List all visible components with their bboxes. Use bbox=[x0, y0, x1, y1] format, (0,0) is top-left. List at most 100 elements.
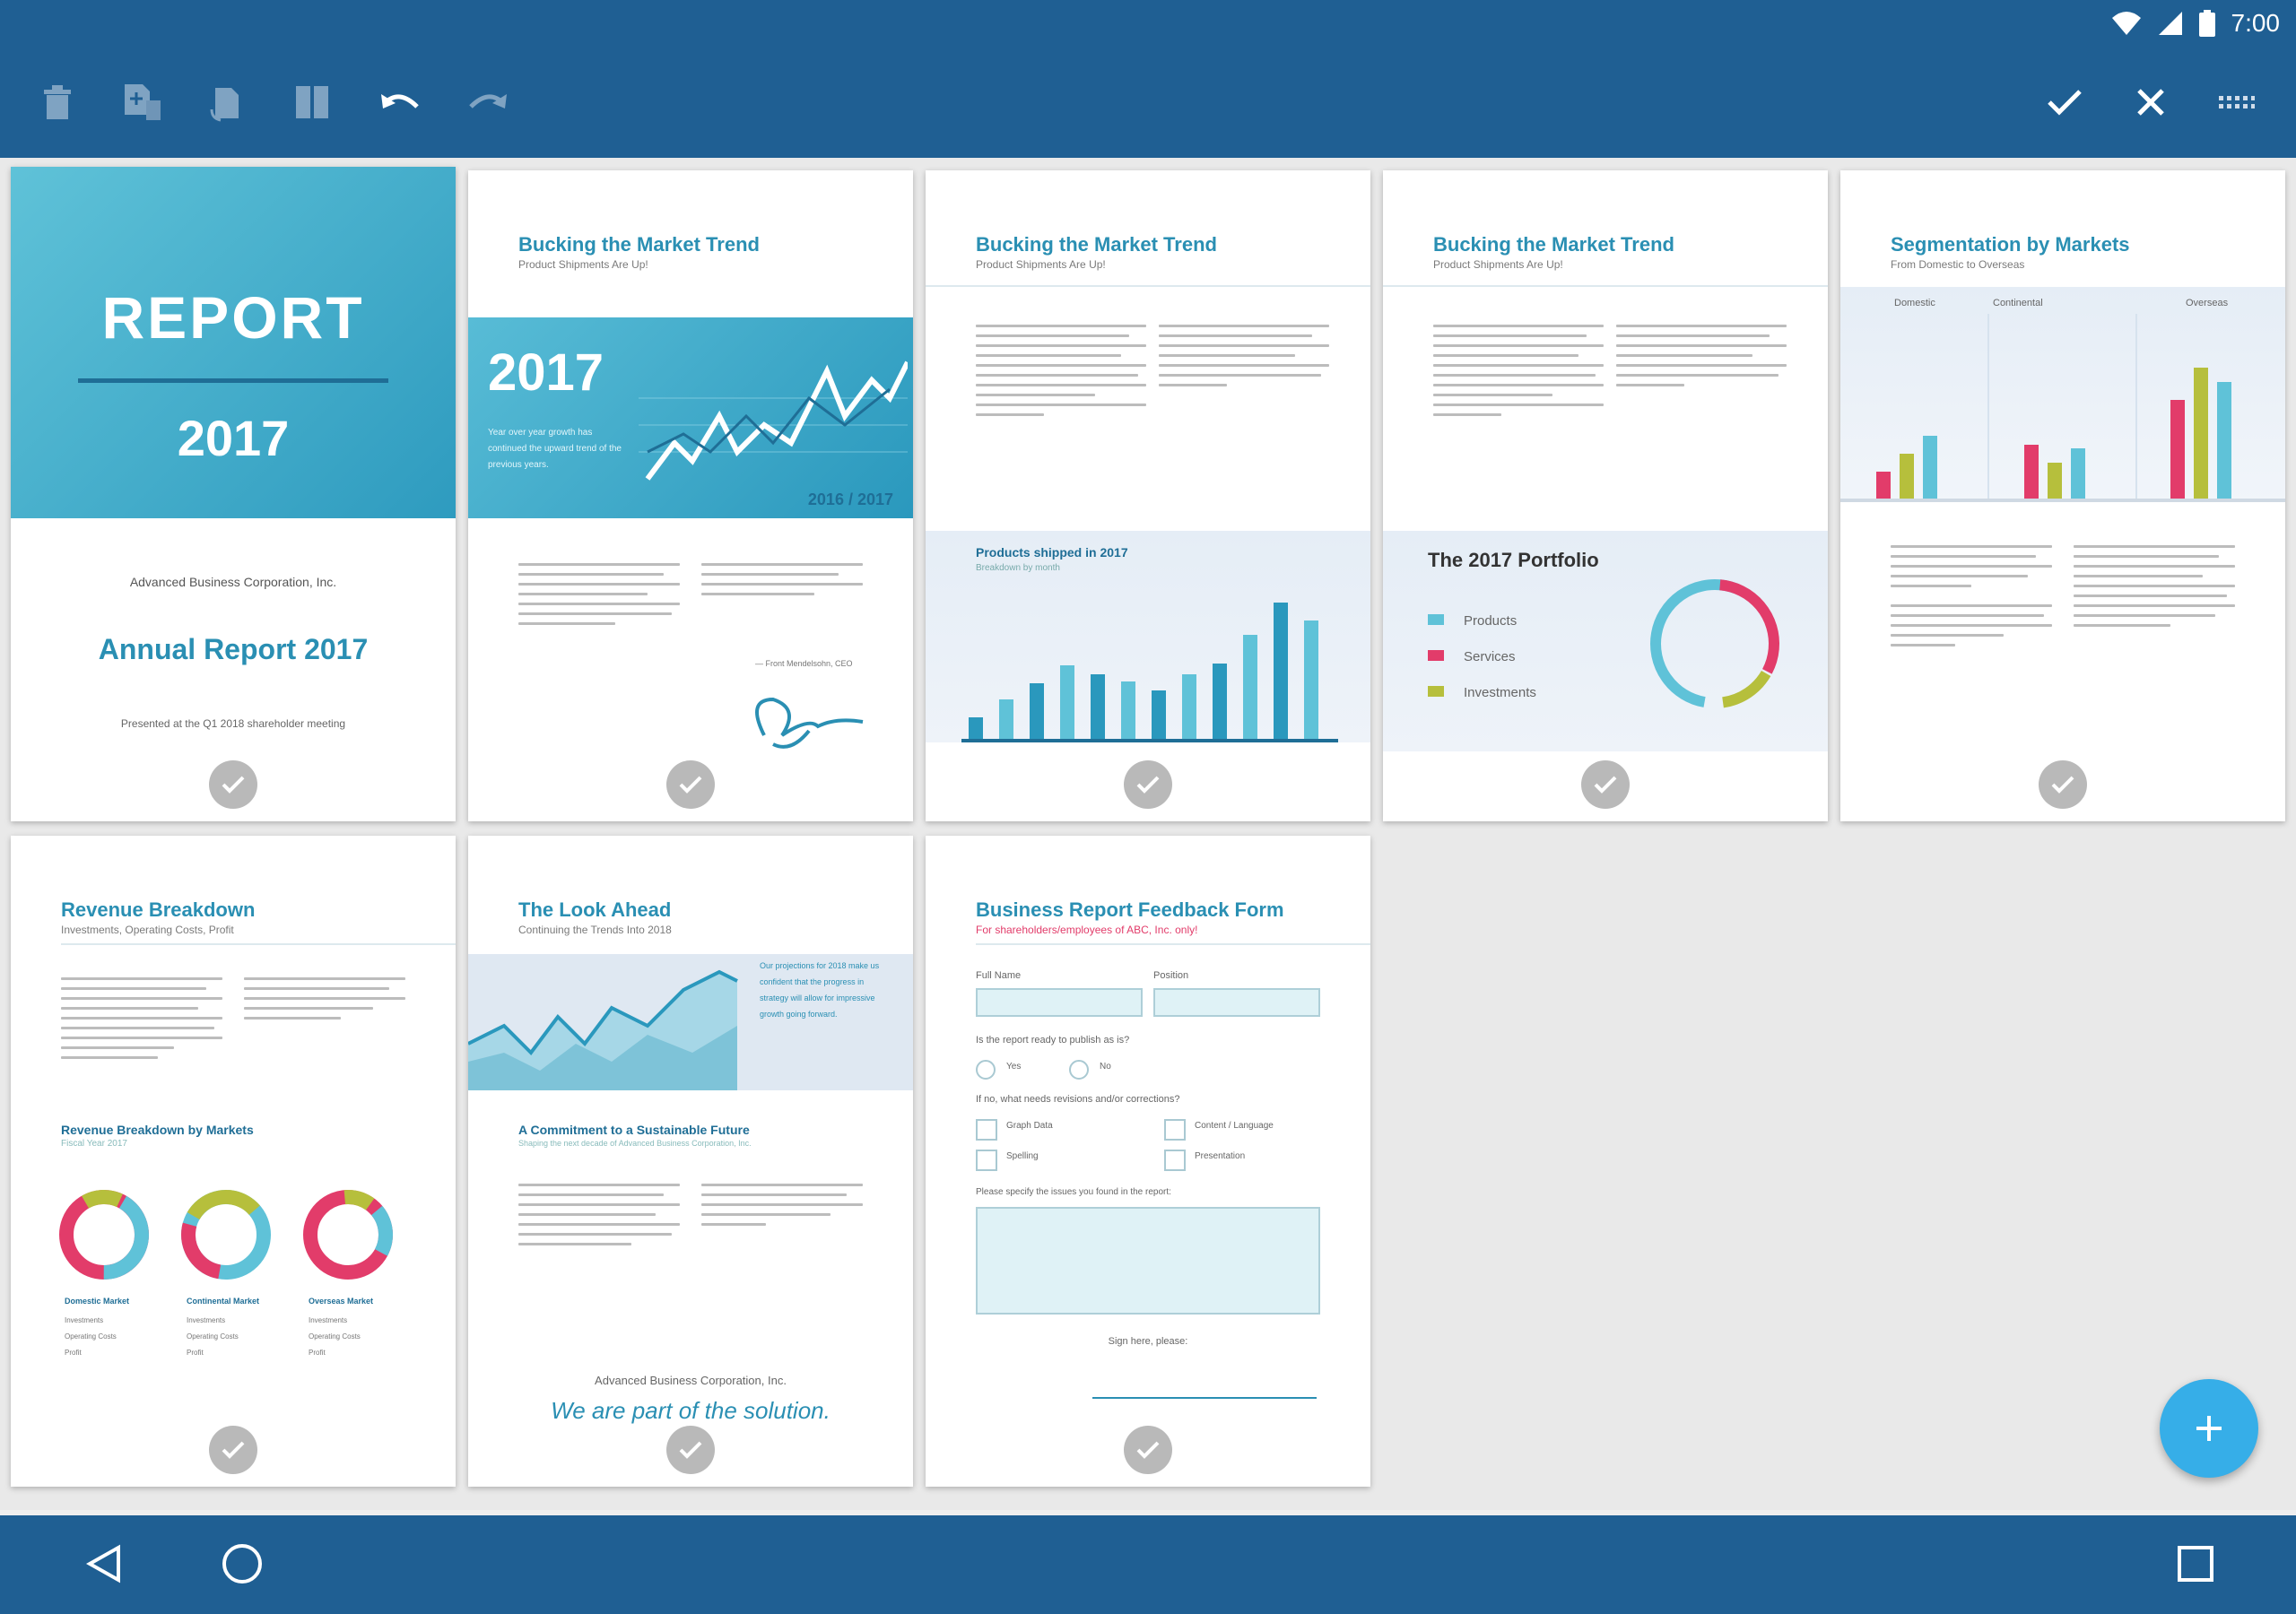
check-icon bbox=[1136, 1441, 1160, 1459]
select-checkmark[interactable] bbox=[209, 1426, 257, 1474]
page-heading: Bucking the Market Trend bbox=[976, 233, 1217, 256]
extract-pages-button[interactable] bbox=[278, 68, 346, 136]
page-thumbnail-4[interactable]: Bucking the Market Trend Product Shipmen… bbox=[1383, 170, 1828, 821]
signature-line[interactable] bbox=[1092, 1397, 1317, 1399]
grouped-bar-chart bbox=[1840, 314, 2285, 502]
bar-chart bbox=[961, 603, 1338, 742]
banner-year: 2017 bbox=[488, 343, 604, 402]
row-label: Profit bbox=[65, 1349, 82, 1357]
sign-label: Sign here, please: bbox=[1108, 1336, 1188, 1347]
select-checkmark[interactable] bbox=[1581, 760, 1630, 809]
body-text bbox=[1433, 317, 1604, 422]
recents-icon bbox=[2178, 1546, 2213, 1582]
divider bbox=[976, 943, 1370, 945]
trash-icon bbox=[44, 85, 71, 119]
home-icon bbox=[222, 1544, 262, 1584]
report-note: Presented at the Q1 2018 shareholder mee… bbox=[120, 717, 346, 730]
page-thumbnail-7[interactable]: The Look Ahead Continuing the Trends Int… bbox=[468, 836, 913, 1487]
page-grid: REPORT 2017 Advanced Business Corporatio… bbox=[0, 158, 2296, 1510]
checkbox-spelling[interactable] bbox=[976, 1150, 997, 1171]
legend-item: Products bbox=[1428, 613, 1517, 629]
page-thumbnail-3[interactable]: Bucking the Market Trend Product Shipmen… bbox=[926, 170, 1370, 821]
body-text bbox=[518, 556, 680, 631]
radio-yes[interactable] bbox=[976, 1060, 996, 1080]
legend-item: Investments bbox=[1428, 685, 1536, 701]
page-thumbnail-6[interactable]: Revenue Breakdown Investments, Operating… bbox=[11, 836, 456, 1487]
select-checkmark[interactable] bbox=[666, 1426, 715, 1474]
cover-banner bbox=[11, 167, 456, 518]
select-checkmark[interactable] bbox=[1124, 1426, 1172, 1474]
grid-icon bbox=[2219, 96, 2255, 108]
body-text bbox=[1616, 317, 1787, 393]
checkbox-presentation[interactable] bbox=[1164, 1150, 1186, 1171]
grid-view-button[interactable] bbox=[2203, 68, 2271, 136]
plus-icon bbox=[2196, 1416, 2222, 1441]
rotate-page-button[interactable] bbox=[192, 68, 260, 136]
divider bbox=[61, 943, 456, 945]
home-button[interactable] bbox=[215, 1537, 269, 1591]
page-heading: Segmentation by Markets bbox=[1891, 233, 2130, 256]
delete-button[interactable] bbox=[23, 68, 91, 136]
status-bar: 7:00 bbox=[0, 0, 2296, 47]
legend-item: Services bbox=[1428, 649, 1516, 665]
position-field[interactable] bbox=[1153, 988, 1320, 1017]
row-label: Operating Costs bbox=[187, 1332, 239, 1341]
back-button[interactable] bbox=[77, 1537, 131, 1591]
done-button[interactable] bbox=[2031, 68, 2099, 136]
portfolio-title: The 2017 Portfolio bbox=[1428, 549, 1599, 571]
check-icon bbox=[679, 776, 702, 794]
body-text bbox=[2074, 538, 2235, 633]
recents-button[interactable] bbox=[2169, 1537, 2222, 1591]
undo-button[interactable] bbox=[366, 68, 434, 136]
row-label: Operating Costs bbox=[65, 1332, 117, 1341]
row-label: Investments bbox=[187, 1316, 226, 1324]
page-thumbnail-1[interactable]: REPORT 2017 Advanced Business Corporatio… bbox=[11, 167, 456, 821]
company-name: Advanced Business Corporation, Inc. bbox=[129, 575, 337, 589]
question-label: If no, what needs revisions and/or corre… bbox=[976, 1094, 1180, 1105]
page-subheading: Product Shipments Are Up! bbox=[1433, 258, 1563, 271]
page-subheading: For shareholders/employees of ABC, Inc. … bbox=[976, 924, 1198, 936]
check-icon bbox=[679, 1441, 702, 1459]
check-icon bbox=[1136, 776, 1160, 794]
row-label: Operating Costs bbox=[309, 1332, 361, 1341]
lookahead-banner: Our projections for 2018 make us confide… bbox=[468, 954, 913, 1090]
divider bbox=[926, 285, 1370, 287]
add-page-button[interactable] bbox=[2160, 1379, 2258, 1478]
battery-icon bbox=[2198, 10, 2215, 37]
checkbox-graph-data[interactable] bbox=[976, 1119, 997, 1141]
undo-icon bbox=[381, 94, 419, 108]
market-donuts bbox=[59, 1190, 393, 1280]
page-heading: The Look Ahead bbox=[518, 898, 672, 921]
body-text bbox=[61, 970, 222, 1065]
divider bbox=[1383, 285, 1828, 287]
body-text bbox=[518, 1176, 680, 1252]
page-thumbnail-8[interactable]: Business Report Feedback Form For shareh… bbox=[926, 836, 1370, 1487]
select-checkmark[interactable] bbox=[2039, 760, 2087, 809]
page-subheading: Product Shipments Are Up! bbox=[976, 258, 1106, 271]
issues-textarea[interactable] bbox=[976, 1207, 1320, 1315]
column-label: Domestic bbox=[1894, 298, 1935, 308]
market-label: Continental Market bbox=[187, 1297, 260, 1306]
close-button[interactable] bbox=[2117, 68, 2185, 136]
company-name: Advanced Business Corporation, Inc. bbox=[595, 1374, 787, 1387]
body-text bbox=[1891, 538, 2052, 653]
rotate-page-icon bbox=[210, 88, 239, 122]
select-checkmark[interactable] bbox=[666, 760, 715, 809]
chart-panel: Products shipped in 2017 Breakdown by mo… bbox=[926, 531, 1370, 742]
insert-page-button[interactable] bbox=[108, 68, 176, 136]
full-name-field[interactable] bbox=[976, 988, 1143, 1017]
radio-no[interactable] bbox=[1069, 1060, 1089, 1080]
body-text bbox=[1159, 317, 1329, 393]
checkbox-content-language[interactable] bbox=[1164, 1119, 1186, 1141]
select-checkmark[interactable] bbox=[1124, 760, 1172, 809]
page-thumbnail-2[interactable]: Bucking the Market Trend Product Shipmen… bbox=[468, 170, 913, 821]
market-label: Overseas Market bbox=[309, 1297, 374, 1306]
page-subheading: From Domestic to Overseas bbox=[1891, 258, 2025, 271]
page-heading: Bucking the Market Trend bbox=[1433, 233, 1674, 256]
check-icon bbox=[222, 1441, 245, 1459]
select-checkmark[interactable] bbox=[209, 760, 257, 809]
page-thumbnail-5[interactable]: Segmentation by Markets From Domestic to… bbox=[1840, 170, 2285, 821]
insert-page-icon bbox=[125, 84, 161, 120]
column-label: Overseas bbox=[2186, 298, 2229, 308]
redo-button[interactable] bbox=[454, 68, 522, 136]
